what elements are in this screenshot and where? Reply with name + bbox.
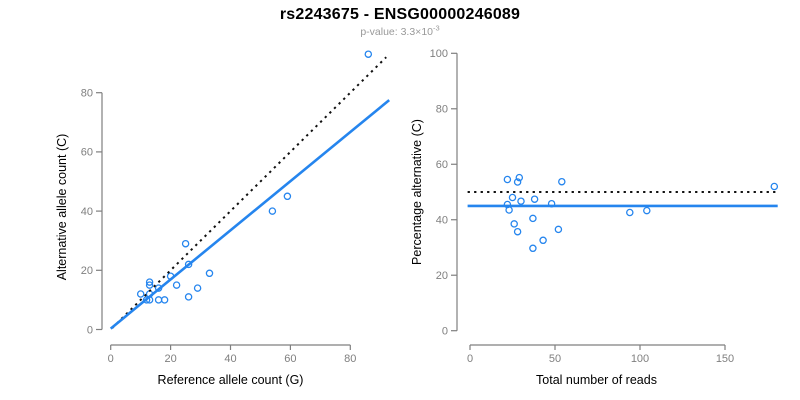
figure-title: rs2243675 - ENSG00000246089	[279, 6, 521, 23]
left-xaxis-title: Reference allele count (G)	[158, 373, 304, 387]
data-point	[770, 182, 779, 191]
data-point	[136, 290, 145, 298]
data-point	[554, 225, 563, 234]
data-point	[513, 178, 522, 186]
data-point	[515, 173, 524, 182]
data-point	[268, 207, 277, 215]
data-point	[364, 50, 373, 58]
data-point	[142, 296, 151, 304]
data-point	[513, 227, 522, 236]
right-plot-area: 0 20 40 60 80 100 0 50 100 150	[430, 48, 779, 365]
data-point	[558, 177, 566, 186]
y-tick-label: 20	[81, 265, 93, 277]
x-tick-label: 0	[108, 353, 114, 365]
x-tick-label: 80	[344, 353, 356, 365]
x-tick-label: 100	[631, 353, 649, 365]
y-tick-label: 40	[81, 206, 93, 218]
data-point	[517, 197, 525, 205]
figure-subtitle: p-value: 3.3×10-3	[0, 23, 800, 38]
y-tick-label: 60	[436, 159, 448, 171]
y-tick-label: 40	[436, 215, 448, 227]
data-point	[172, 281, 181, 289]
y-tick-label: 0	[87, 324, 93, 336]
x-tick-label: 150	[716, 353, 734, 365]
data-point	[529, 214, 537, 223]
x-tick-label: 0	[467, 353, 473, 365]
right-yaxis-title: Percentage alternative (C)	[410, 119, 424, 265]
data-point	[530, 195, 539, 203]
data-point	[145, 281, 154, 289]
data-point	[510, 220, 518, 228]
left-plot-area: 0 20 40 60 80 0 20 40 60 80	[81, 50, 391, 365]
x-tick-label: 60	[284, 353, 296, 365]
regression-line	[109, 99, 391, 330]
y-tick-label: 60	[81, 147, 93, 159]
data-point	[205, 269, 214, 278]
data-point	[145, 278, 154, 286]
left-yaxis-title: Alternative allele count (C)	[55, 134, 69, 281]
right-scatter-plot: Total number of reads Percentage alterna…	[410, 48, 779, 387]
data-point	[539, 236, 547, 245]
data-point	[184, 260, 193, 269]
x-tick-label: 40	[224, 353, 236, 365]
x-tick-label: 20	[164, 353, 176, 365]
y-tick-label: 20	[436, 270, 448, 282]
y-tick-label: 80	[81, 88, 93, 100]
x-tick-label: 50	[549, 353, 561, 365]
data-point	[193, 284, 202, 292]
data-point	[503, 175, 512, 184]
y-tick-label: 80	[436, 104, 448, 116]
data-point	[154, 296, 163, 304]
identity-line	[111, 56, 387, 329]
data-point	[626, 208, 634, 217]
data-point	[184, 293, 193, 301]
right-xaxis-title: Total number of reads	[536, 373, 657, 387]
data-point	[181, 239, 190, 248]
data-point	[508, 193, 517, 202]
pvalue-exponent: -3	[433, 23, 440, 33]
y-tick-label: 100	[430, 48, 448, 60]
left-scatter-plot: Reference allele count (G) Alternative a…	[55, 50, 391, 387]
data-point	[283, 192, 292, 201]
y-tick-label: 0	[442, 326, 448, 338]
pvalue-text: p-value: 3.3×10	[360, 26, 433, 38]
data-point	[643, 206, 651, 215]
data-point	[160, 296, 169, 304]
data-point	[529, 244, 537, 253]
